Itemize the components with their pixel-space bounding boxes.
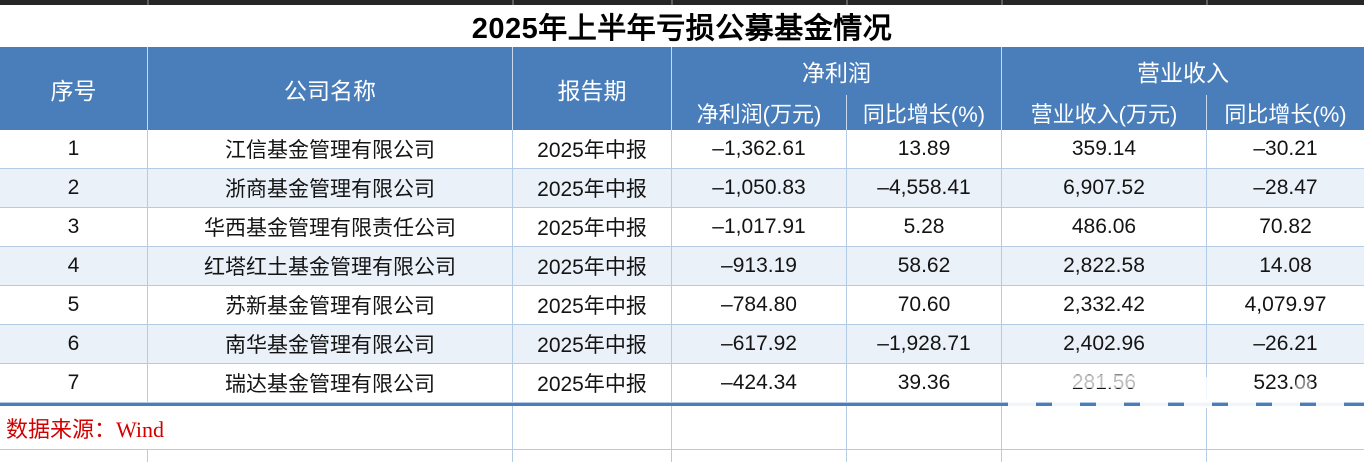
empty-cell	[513, 406, 672, 449]
empty-cell	[513, 450, 672, 462]
cell-revenue: 359.14	[1002, 130, 1207, 168]
cell-net-profit: –913.19	[672, 247, 847, 285]
col-group-net-profit: 净利润	[672, 47, 1002, 95]
cell-net-profit: –1,362.61	[672, 130, 847, 168]
watermark-dashes	[1008, 399, 1352, 408]
table-row: 1 江信基金管理有限公司 2025年中报 –1,362.61 13.89 359.14 –3…	[0, 130, 1364, 169]
cell-company: 南华基金管理有限公司	[148, 325, 513, 363]
strip-divider	[671, 0, 673, 5]
cell-company: 华西基金管理有限责任公司	[148, 208, 513, 246]
empty-cell	[148, 450, 513, 462]
data-source-note: 数据来源：Wind	[0, 406, 513, 449]
table-row: 3 华西基金管理有限责任公司 2025年中报 –1,017.91 5.28 486.06 7…	[0, 208, 1364, 247]
partial-empty-row	[0, 450, 1364, 462]
table-header: 序号 公司名称 报告期 净利润 营业收入 净利润(万元) 同比增长(%) 营业收…	[0, 47, 1364, 130]
col-group-revenue: 营业收入	[1137, 60, 1229, 86]
strip-divider	[1206, 0, 1208, 5]
cell-period: 2025年中报	[513, 364, 672, 402]
strip-divider	[512, 0, 514, 5]
cell-no: 5	[0, 286, 148, 324]
cell-period: 2025年中报	[513, 247, 672, 285]
table-row: 2 浙商基金管理有限公司 2025年中报 –1,050.83 –4,558.41 6,90…	[0, 169, 1364, 208]
empty-cell	[847, 406, 1002, 449]
source-row: 数据来源：Wind	[0, 406, 1364, 450]
cell-net-profit: –1,050.83	[672, 169, 847, 207]
cell-net-profit-yoy: 58.62	[847, 247, 1002, 285]
cell-company: 江信基金管理有限公司	[148, 130, 513, 168]
page-title: 2025年上半年亏损公募基金情况	[471, 13, 893, 45]
cell-revenue: 2,332.42	[1002, 286, 1207, 324]
cell-revenue: 6,907.52	[1002, 169, 1207, 207]
cell-net-profit: –784.80	[672, 286, 847, 324]
cell-net-profit: –424.34	[672, 364, 847, 402]
strip-divider	[846, 0, 848, 5]
cell-revenue-yoy: 14.08	[1259, 254, 1312, 277]
watermark-blob	[1052, 389, 1148, 398]
cell-revenue-yoy: –30.21	[1253, 137, 1318, 160]
cell-net-profit: –1,017.91	[672, 208, 847, 246]
cell-net-profit-yoy: 5.28	[847, 208, 1002, 246]
cell-no: 1	[0, 130, 148, 168]
table-bottom-border	[0, 403, 1364, 406]
empty-cell	[672, 406, 847, 449]
empty-cell	[672, 450, 847, 462]
col-header-revenue: 营业收入(万元)	[1002, 95, 1207, 130]
empty-cell	[1002, 450, 1207, 462]
cell-revenue: 2,822.58	[1002, 247, 1207, 285]
top-window-strip	[0, 0, 1364, 5]
cell-revenue: 486.06	[1002, 208, 1207, 246]
cell-no: 3	[0, 208, 148, 246]
cell-no: 4	[0, 247, 148, 285]
table-row: 6 南华基金管理有限公司 2025年中报 –617.92 –1,928.71 2,402.…	[0, 325, 1364, 364]
cell-company: 苏新基金管理有限公司	[148, 286, 513, 324]
cell-company: 瑞达基金管理有限公司	[148, 364, 513, 402]
table-row: 4 红塔红土基金管理有限公司 2025年中报 –913.19 58.62 2,822.58…	[0, 247, 1364, 286]
cell-period: 2025年中报	[513, 208, 672, 246]
strip-divider	[1001, 0, 1003, 5]
watermark-blob	[1025, 375, 1163, 388]
cell-revenue-yoy: –26.21	[1253, 332, 1318, 355]
col-header-revenue-yoy: 同比增长(%)	[1224, 101, 1347, 127]
watermark-blob	[1199, 377, 1216, 401]
watermark-blob	[1296, 378, 1311, 400]
cell-net-profit-yoy: –4,558.41	[847, 169, 1002, 207]
cell-net-profit-yoy: 39.36	[847, 364, 1002, 402]
col-header-net-profit-yoy: 同比增长(%)	[847, 95, 1002, 130]
cell-no: 2	[0, 169, 148, 207]
col-header-period: 报告期	[513, 47, 672, 130]
cell-net-profit-yoy: 13.89	[847, 130, 1002, 168]
cell-no: 7	[0, 364, 148, 402]
cell-period: 2025年中报	[513, 130, 672, 168]
empty-cell	[1207, 406, 1364, 449]
cell-period: 2025年中报	[513, 169, 672, 207]
col-header-net-profit: 净利润(万元)	[672, 95, 847, 130]
watermark-blob	[1160, 381, 1190, 391]
cell-no: 6	[0, 325, 148, 363]
cell-period: 2025年中报	[513, 286, 672, 324]
cell-company: 红塔红土基金管理有限公司	[148, 247, 513, 285]
strip-divider	[147, 0, 149, 5]
table-body: 1 江信基金管理有限公司 2025年中报 –1,362.61 13.89 359.14 –3…	[0, 130, 1364, 403]
cell-period: 2025年中报	[513, 325, 672, 363]
cell-revenue-yoy: –28.47	[1253, 176, 1318, 199]
cell-revenue-yoy: 4,079.97	[1244, 293, 1327, 316]
col-header-no: 序号	[0, 47, 148, 130]
empty-cell	[847, 450, 1002, 462]
empty-cell	[1002, 406, 1207, 449]
cell-revenue-yoy: 70.82	[1259, 215, 1312, 238]
cell-revenue-yoy: 523.08	[1253, 371, 1318, 394]
empty-cell	[1207, 450, 1364, 462]
cell-revenue: 2,402.96	[1002, 325, 1207, 363]
empty-cell	[0, 450, 148, 462]
col-header-company: 公司名称	[148, 47, 513, 130]
cell-net-profit: –617.92	[672, 325, 847, 363]
cell-net-profit-yoy: 70.60	[847, 286, 1002, 324]
cell-net-profit-yoy: –1,928.71	[847, 325, 1002, 363]
table-row: 5 苏新基金管理有限公司 2025年中报 –784.80 70.60 2,332.42 4,…	[0, 286, 1364, 325]
cell-company: 浙商基金管理有限公司	[148, 169, 513, 207]
